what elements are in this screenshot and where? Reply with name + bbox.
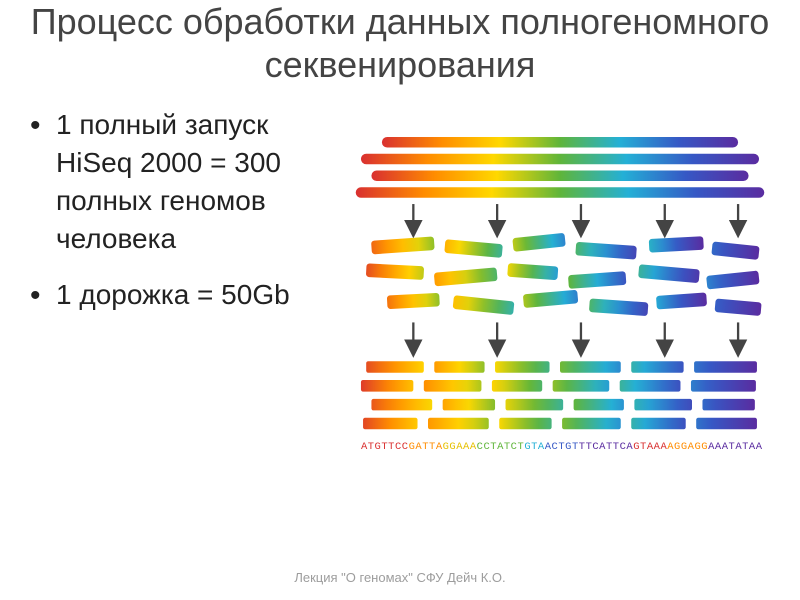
aligned-fragment <box>560 362 621 374</box>
aligned-fragment <box>562 418 621 430</box>
slide-footer: Лекция "О геномах" СФУ Дейч К.О. <box>0 570 800 586</box>
aligned-fragment <box>434 362 484 374</box>
bullet-list: 1 полный запуск HiSeq 2000 = 300 полных … <box>30 106 340 476</box>
dna-sequence: ATGTTCCGATTAGGAAACCTATCTGTAACTGTTTCATTCA… <box>361 442 763 454</box>
genome-long-bar <box>382 137 738 147</box>
genome-fragment <box>706 271 760 290</box>
genome-fragment <box>589 299 648 317</box>
aligned-fragment <box>495 362 549 374</box>
genome-long-bar <box>371 171 748 181</box>
aligned-fragment <box>424 380 482 392</box>
genome-fragment <box>711 242 759 260</box>
bullet-item: 1 полный запуск HiSeq 2000 = 300 полных … <box>30 106 330 257</box>
aligned-fragment <box>631 418 685 430</box>
aligned-fragment <box>691 380 756 392</box>
slide-title: Процесс обработки данных полногеномного … <box>0 0 800 96</box>
genome-fragment <box>575 242 637 260</box>
genome-fragment <box>568 272 626 290</box>
genome-fragment <box>366 264 424 281</box>
aligned-fragment <box>428 418 489 430</box>
genome-fragment <box>371 237 435 255</box>
bullet-item: 1 дорожка = 50Gb <box>30 276 330 314</box>
aligned-fragment <box>361 380 413 392</box>
aligned-fragment <box>371 399 432 411</box>
genome-fragment <box>649 237 704 253</box>
aligned-fragment <box>443 399 495 411</box>
aligned-fragment <box>696 418 757 430</box>
aligned-fragment <box>631 362 683 374</box>
aligned-fragment <box>574 399 624 411</box>
genome-fragment <box>387 293 440 309</box>
genome-fragment <box>656 293 707 310</box>
aligned-fragment <box>492 380 542 392</box>
content-area: 1 полный запуск HiSeq 2000 = 300 полных … <box>0 96 800 476</box>
aligned-fragment <box>499 418 551 430</box>
genome-fragment <box>715 299 762 317</box>
genome-fragment <box>638 265 700 284</box>
genome-long-bar <box>361 154 759 164</box>
genome-fragment <box>453 296 515 316</box>
aligned-fragment <box>694 362 757 374</box>
aligned-fragment <box>553 380 610 392</box>
genome-fragment <box>512 233 566 252</box>
sequencing-diagram: ATGTTCCGATTAGGAAACCTATCTGTAACTGTTTCATTCA… <box>340 106 780 476</box>
aligned-fragment <box>702 399 754 411</box>
aligned-fragment <box>620 380 681 392</box>
aligned-fragment <box>366 362 424 374</box>
aligned-fragment <box>363 418 417 430</box>
genome-long-bar <box>356 188 765 198</box>
genome-fragment <box>444 240 503 259</box>
genome-fragment <box>434 268 498 287</box>
aligned-fragment <box>634 399 692 411</box>
genome-fragment <box>523 290 578 308</box>
genome-fragment <box>507 263 558 280</box>
aligned-fragment <box>506 399 564 411</box>
